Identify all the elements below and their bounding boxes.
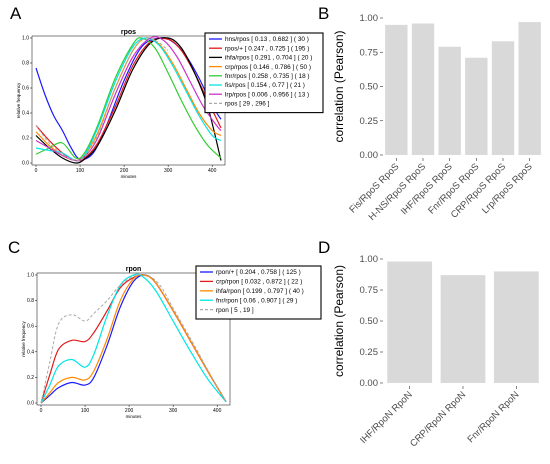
y-tick-label: 0.25: [360, 347, 379, 358]
x-tick-label: 100: [76, 168, 85, 174]
panel-letter-a: A: [10, 4, 22, 23]
y-tick-label: 0.4: [22, 111, 29, 117]
legend-entry: hns/rpos [ 0.13 , 0.682 ] ( 30 ): [225, 36, 309, 43]
y-tick-label: 1.00: [360, 254, 379, 265]
x-tick-label: 0: [40, 408, 43, 414]
y-axis-label-correlation-d: correlation (Pearson): [332, 265, 346, 377]
y-tick-label: 0.50: [360, 316, 379, 327]
y-axis-label-rpon: relative frequency: [21, 320, 26, 356]
bar: [385, 24, 408, 155]
x-tick-label: 100: [81, 408, 90, 414]
legend-entry: lrp/rpos [ 0.006 , 0.956 ] ( 13 ): [225, 91, 309, 98]
y-tick-label: 0.75: [360, 47, 379, 58]
legend-box: [195, 265, 322, 320]
legend-entry: rpos/+ [ 0.247 , 0.725 ] ( 195 ): [225, 45, 309, 52]
y-tick-label: 0.6: [22, 86, 29, 92]
bar: [440, 275, 486, 383]
panel-letter-c: C: [8, 238, 20, 257]
plot-frame: [36, 272, 231, 406]
legend-entry: ihfa/rpon [ 0.199 , 0.797 ] ( 40 ): [216, 288, 304, 295]
panel-letter-d: D: [318, 238, 330, 257]
x-tick-label: IHF/RpoN RpoN: [358, 389, 415, 446]
y-tick-label: 0.2: [27, 375, 34, 381]
x-tick-label: 400: [208, 168, 217, 174]
bar: [493, 271, 539, 383]
y-tick-label: 1.00: [360, 13, 379, 24]
y-tick-label: 1.0: [22, 36, 29, 42]
series-line: [40, 273, 227, 404]
x-tick-label: CRP/RpoN RpoN: [408, 389, 468, 449]
x-axis-label-rpos: minutes: [121, 174, 138, 179]
legend-entry: rpon [ 5 , 19 ]: [216, 307, 254, 314]
x-tick-label: 400: [213, 408, 222, 414]
x-tick-label: 300: [169, 408, 178, 414]
bar: [518, 22, 541, 155]
y-tick-label: 0.4: [27, 349, 34, 355]
series-line: [35, 37, 222, 160]
legend-entry: rpon/+ [ 0.204 , 0.758 ] ( 125 ): [216, 269, 301, 276]
y-tick-label: 0.8: [27, 298, 34, 304]
legend-entry: crp/rpon [ 0.032 , 0.872 ] ( 22 ): [216, 279, 302, 286]
bar: [491, 41, 515, 155]
bar: [465, 57, 488, 156]
legend-entry: fis/rpos [ 0.154 , 0.77 ] ( 21 ): [225, 82, 305, 89]
legend-entry: fnr/rpos [ 0.258 , 0.735 ] ( 18 ): [225, 73, 310, 80]
series-line: [35, 37, 222, 162]
y-tick-label: 0.50: [360, 82, 379, 93]
bar: [438, 46, 461, 155]
legend-rpon: rpon/+ [ 0.204 , 0.758 ] ( 125 ) crp/rpon…: [195, 265, 322, 320]
bar-chart-rpos-correlation: correlation (Pearson) 0.00 0.25 0.50 0.75 1.…: [332, 13, 541, 223]
y-tick-label: 0.6: [27, 324, 34, 330]
bar: [387, 261, 433, 383]
series-line: [35, 37, 222, 161]
legend-entry: crp/rpos [ 0.146 , 0.786 ] ( 50 ): [225, 64, 311, 71]
series-line: [35, 37, 222, 164]
series-line: [35, 37, 169, 162]
y-tick-label: 0.0: [27, 401, 34, 407]
bar-chart-rpon-correlation: correlation (Pearson) 0.00 0.25 0.50 0.75 1.…: [332, 254, 539, 449]
x-tick-label: 0: [35, 168, 38, 174]
legend-box: [204, 32, 324, 114]
series-line: [35, 37, 222, 162]
line-chart-rpon: rpon relative frequency minutes 0 100 200 3…: [21, 265, 322, 419]
series-line: [40, 273, 227, 404]
legend-entry: fnr/rpon [ 0.06 , 0.907 ] ( 29 ): [216, 297, 297, 304]
plot-frame: [31, 35, 226, 166]
x-tick-label: 200: [125, 408, 134, 414]
y-tick-label: 0.00: [360, 150, 379, 161]
series-line: [35, 36, 222, 162]
y-tick-label: 0.00: [360, 378, 379, 389]
legend-rpos: hns/rpos [ 0.13 , 0.682 ] ( 30 ) rpos/+ […: [204, 32, 324, 114]
x-tick-label: 200: [120, 168, 129, 174]
series-line: [35, 37, 222, 162]
y-axis-label-rpos: relative frequency: [16, 82, 21, 118]
x-tick-label: 300: [164, 168, 173, 174]
y-tick-label: 0.8: [22, 61, 29, 67]
chart-title-rpon: rpon: [126, 266, 142, 273]
y-axis-label-correlation-b: correlation (Pearson): [332, 30, 346, 142]
y-tick-label: 1.0: [27, 273, 34, 279]
chart-title-rpos: rpos: [121, 29, 136, 36]
series-line: [40, 274, 227, 404]
panel-letter-b: B: [318, 4, 329, 23]
y-tick-label: 0.25: [360, 116, 379, 127]
line-chart-rpos: rpos relative frequency minutes 0 100 200 3…: [16, 29, 324, 179]
legend-entry: rpos [ 29 , 296 ]: [225, 101, 270, 108]
x-axis-label-rpon: minutes: [126, 414, 143, 419]
bar: [411, 23, 435, 156]
x-tick-label: Fnr/RpoN RpoN: [466, 389, 522, 445]
y-tick-label: 0.2: [22, 136, 29, 142]
legend-entry: ihfa/rpos [ 0.291 , 0.704 ] ( 20 ): [225, 55, 312, 62]
y-tick-label: 0.0: [22, 161, 29, 167]
y-tick-label: 0.75: [360, 285, 379, 296]
